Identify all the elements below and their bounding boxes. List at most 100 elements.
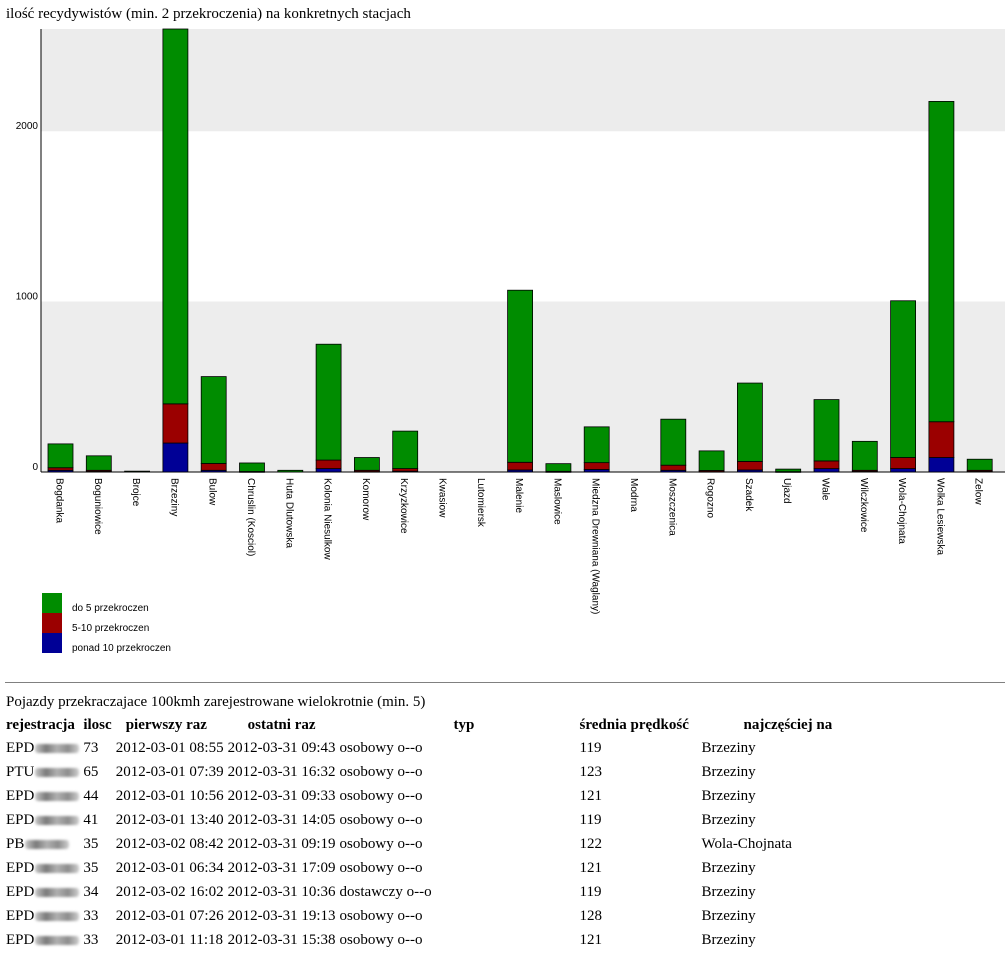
cell-avg-speed: 123	[579, 763, 603, 780]
bar-segment	[851, 440, 878, 471]
legend-swatch	[42, 593, 62, 613]
bar-segment	[277, 469, 304, 473]
table-row: EPD 44 2012-03-01 10:56 2012-03-31 09:33 oso…	[4, 784, 834, 808]
bar-segment	[315, 343, 342, 461]
vehicle-table: rejestracja ilosc pierwszy raz ostatni r…	[4, 715, 834, 952]
x-tick-label: Brojce	[130, 478, 141, 507]
redacted-plate-blur	[35, 911, 80, 921]
plate-prefix: EPD	[6, 787, 35, 804]
cell-registration: EPD	[4, 784, 81, 808]
cell-last-time: 2012-03-31 09:43	[227, 739, 336, 756]
cell-most-often: Brzeziny	[701, 907, 756, 924]
redacted-plate-blur	[35, 815, 80, 825]
table-row: EPD 73 2012-03-01 08:55 2012-03-31 09:43 oso…	[4, 736, 834, 760]
cell-avg-speed: 119	[579, 811, 602, 828]
y-tick-label: 0	[32, 462, 38, 473]
plate-prefix: EPD	[6, 931, 35, 948]
cell-first-time: 2012-03-01 13:40	[115, 811, 224, 828]
redacted-plate-blur	[25, 839, 70, 849]
cell-count: 35	[83, 835, 99, 852]
cell-count: 33	[83, 931, 99, 948]
x-tick-label: Bogdanka	[54, 478, 65, 523]
cell-type: osobowy o--o	[339, 931, 423, 948]
cell-avg-speed: 119	[579, 739, 602, 756]
cell-count: 44	[83, 787, 99, 804]
x-tick-label: Moszczenica	[666, 478, 677, 536]
cell-last-time: 2012-03-31 19:13	[227, 907, 336, 924]
section-divider	[5, 682, 1005, 683]
header-type: typ	[453, 717, 475, 733]
cell-first-time: 2012-03-01 10:56	[115, 787, 224, 804]
cell-type: osobowy o--o	[339, 859, 423, 876]
chart-title: ilość recydywistów (min. 2 przekroczenia…	[6, 6, 411, 22]
table-row: EPD 35 2012-03-01 06:34 2012-03-31 17:09 oso…	[4, 856, 834, 880]
x-tick-label: Ujazd	[781, 478, 792, 504]
cell-first-time: 2012-03-01 06:34	[115, 859, 224, 876]
legend-label: do 5 przekroczen	[72, 603, 149, 614]
table-row: EPD 41 2012-03-01 13:40 2012-03-31 14:05 oso…	[4, 808, 834, 832]
bar-segment	[813, 468, 840, 473]
cell-most-often: Brzeziny	[701, 811, 756, 828]
x-tick-label: Maslowice	[551, 478, 562, 525]
table-row: EPD 33 2012-03-01 07:26 2012-03-31 19:13 oso…	[4, 904, 834, 928]
x-tick-label: Kwasiow	[437, 478, 448, 518]
cell-last-time: 2012-03-31 15:38	[227, 931, 336, 948]
cell-type: dostawczy o--o	[339, 883, 432, 900]
bar-segment	[162, 403, 189, 444]
bar-segment	[928, 421, 955, 458]
cell-registration: EPD	[4, 904, 81, 928]
cell-avg-speed: 128	[579, 907, 603, 924]
cell-avg-speed: 121	[579, 787, 603, 804]
cell-first-time: 2012-03-02 16:02	[115, 883, 224, 900]
cell-last-time: 2012-03-31 17:09	[227, 859, 336, 876]
cell-first-time: 2012-03-01 11:18	[115, 931, 224, 948]
cell-type: osobowy o--o	[339, 739, 423, 756]
redacted-plate-blur	[35, 767, 80, 777]
x-tick-label: Chruslin (Kosciol)	[245, 478, 256, 556]
x-tick-label: Lutomiersk	[475, 478, 486, 528]
table-row: EPD 34 2012-03-02 16:02 2012-03-31 10:36 dos…	[4, 880, 834, 904]
legend-swatch	[42, 633, 62, 653]
bar-segment	[813, 460, 840, 469]
bar-segment	[583, 462, 610, 470]
bar-segment	[507, 461, 534, 471]
redacted-plate-blur	[35, 743, 80, 753]
bar-segment	[890, 468, 916, 473]
cell-registration: EPD	[4, 856, 81, 880]
x-tick-label: Wola-Chojnata	[896, 478, 907, 544]
bar-segment	[507, 289, 534, 463]
cell-count: 35	[83, 859, 99, 876]
x-tick-label: Kolonia Niesulkow	[322, 478, 333, 560]
bar-segment	[737, 461, 763, 471]
x-tick-label: Rogozno	[705, 478, 716, 518]
cell-most-often: Brzeziny	[701, 739, 756, 756]
table-title: Pojazdy przekraczajace 100kmh zarejestro…	[6, 694, 426, 710]
cell-last-time: 2012-03-31 14:05	[227, 811, 336, 828]
x-tick-label: Modrna	[628, 478, 639, 512]
cell-count: 73	[83, 739, 99, 756]
bar-segment	[737, 382, 763, 462]
header-most-often: najczęściej na	[743, 717, 833, 733]
y-tick-label: 2000	[16, 121, 39, 132]
cell-type: osobowy o--o	[339, 811, 423, 828]
plate-prefix: PB	[6, 835, 25, 852]
bar-segment	[928, 457, 955, 473]
cell-avg-speed: 119	[579, 883, 602, 900]
bar-segment	[239, 462, 265, 472]
bar-segment	[315, 468, 342, 473]
header-count: ilosc	[83, 717, 112, 733]
bar-segment	[660, 418, 687, 466]
bar-segment	[545, 463, 572, 472]
cell-last-time: 2012-03-31 09:19	[227, 835, 336, 852]
cell-count: 34	[83, 883, 99, 900]
bar-segment	[124, 470, 150, 473]
cell-registration: EPD	[4, 808, 81, 832]
bar-segment	[583, 426, 610, 464]
bar-segment	[392, 430, 419, 469]
x-tick-label: Huta Dlutowska	[283, 478, 294, 548]
cell-first-time: 2012-03-01 07:26	[115, 907, 224, 924]
cell-last-time: 2012-03-31 16:32	[227, 763, 336, 780]
header-last-time: ostatni raz	[247, 717, 316, 733]
cell-avg-speed: 121	[579, 931, 603, 948]
plate-prefix: PTU	[6, 763, 35, 780]
